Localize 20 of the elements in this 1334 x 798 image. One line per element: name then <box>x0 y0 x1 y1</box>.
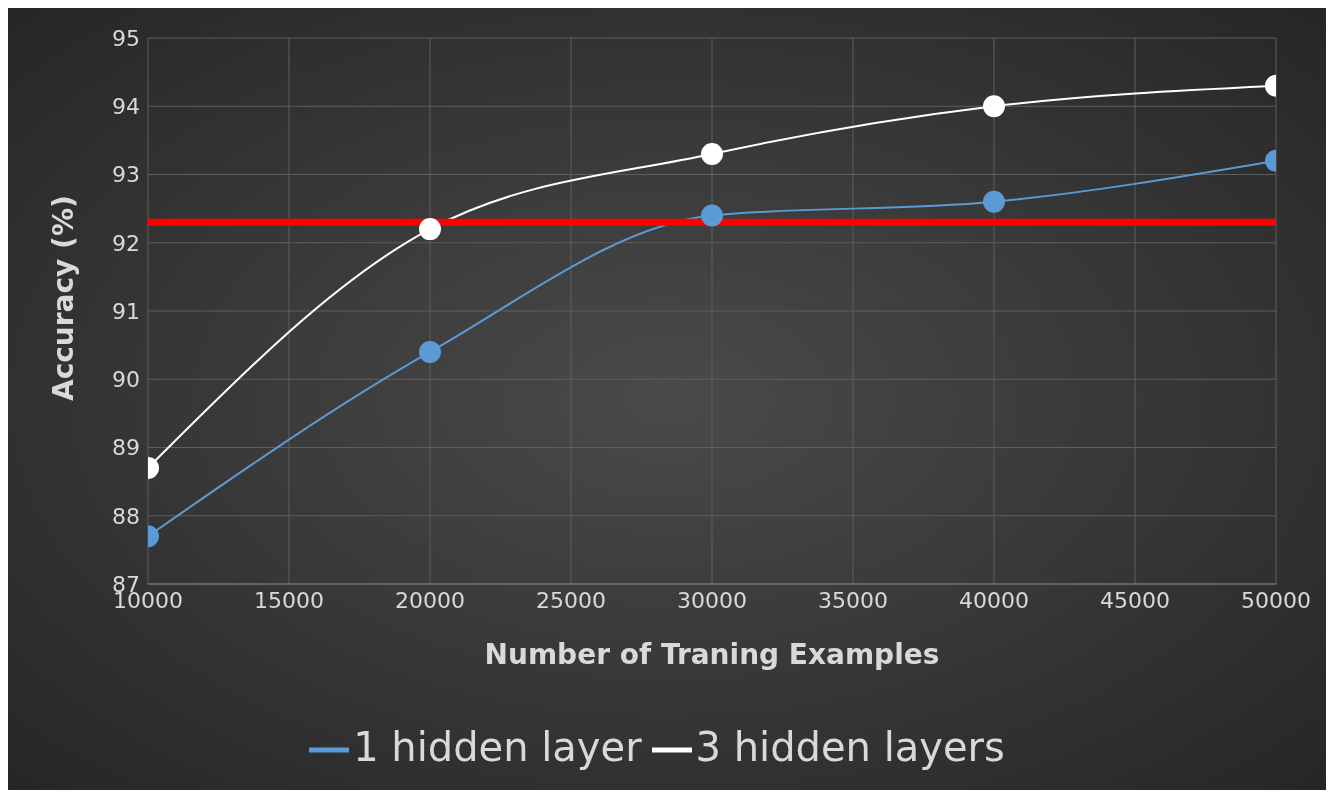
y-tick-label: 92 <box>112 230 140 256</box>
x-tick-label: 40000 <box>959 587 1029 613</box>
y-tick-label: 88 <box>112 503 140 529</box>
y-tick-label: 95 <box>112 25 140 51</box>
legend-label: 3 hidden layers <box>695 724 1005 770</box>
x-tick-label: 45000 <box>1100 587 1170 613</box>
x-tick-label: 30000 <box>677 587 747 613</box>
y-axis-title: Accuracy (%) <box>46 195 80 401</box>
y-tick-label: 90 <box>112 367 140 393</box>
x-tick-label: 20000 <box>395 587 465 613</box>
x-tick-label: 15000 <box>254 587 324 613</box>
legend-label: 1 hidden layer <box>353 724 642 770</box>
x-tick-label: 35000 <box>818 587 888 613</box>
x-axis-title: Number of Traning Examples <box>484 638 940 671</box>
x-tick-label: 50000 <box>1241 587 1311 613</box>
y-tick-label: 93 <box>112 162 140 188</box>
y-tick-label: 89 <box>112 435 140 461</box>
x-tick-label: 25000 <box>536 587 606 613</box>
y-tick-label: 94 <box>112 94 140 120</box>
y-tick-label: 91 <box>112 298 140 324</box>
